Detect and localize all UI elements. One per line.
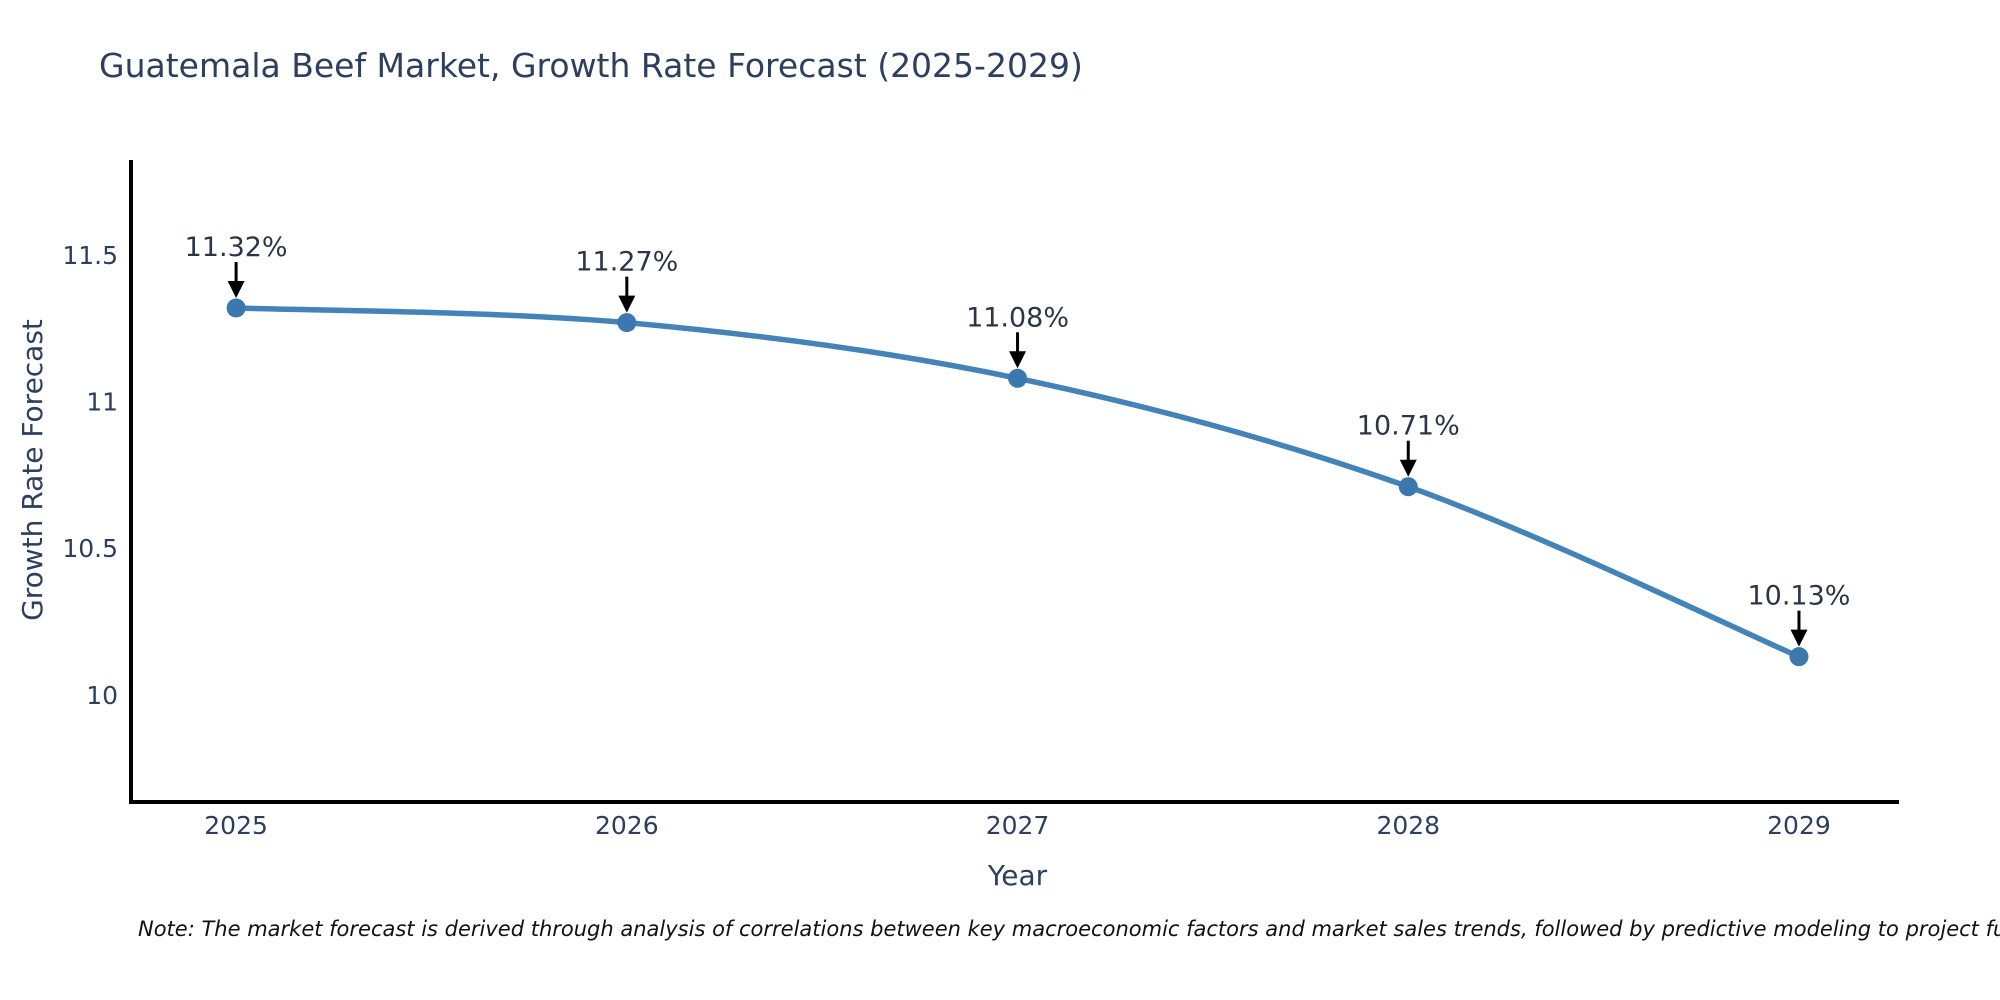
x-tick-label: 2029 — [1767, 811, 1831, 840]
data-point-label: 10.71% — [1357, 411, 1460, 442]
data-point-label: 11.32% — [185, 232, 288, 263]
y-axis-title: Growth Rate Forecast — [16, 319, 49, 621]
annotation-arrowhead-icon — [1399, 459, 1417, 477]
x-tick-label: 2027 — [986, 811, 1050, 840]
annotation-arrowhead-icon — [1790, 629, 1808, 647]
data-point[interactable] — [226, 298, 246, 318]
footnote: Note: The market forecast is derived thr… — [138, 917, 2000, 941]
data-point[interactable] — [1789, 647, 1809, 667]
annotation-arrowhead-icon — [1009, 351, 1027, 369]
x-tick-label: 2026 — [595, 811, 659, 840]
data-point-label: 11.08% — [966, 302, 1069, 333]
y-tick-label: 11.5 — [62, 241, 118, 270]
y-tick-label: 11 — [86, 388, 118, 417]
data-point[interactable] — [617, 313, 637, 333]
x-axis-title: Year — [987, 859, 1048, 892]
y-tick-label: 10.5 — [62, 534, 118, 563]
x-tick-label: 2028 — [1376, 811, 1440, 840]
data-point-label: 10.13% — [1747, 581, 1850, 612]
annotation-arrowhead-icon — [227, 280, 245, 298]
x-tick-label: 2025 — [204, 811, 268, 840]
annotation-arrowhead-icon — [618, 295, 636, 313]
data-point[interactable] — [1008, 368, 1028, 388]
y-tick-label: 10 — [86, 681, 118, 710]
chart-title: Guatemala Beef Market, Growth Rate Forec… — [99, 46, 1083, 85]
data-point-label: 11.27% — [575, 247, 678, 278]
data-point[interactable] — [1398, 477, 1418, 497]
